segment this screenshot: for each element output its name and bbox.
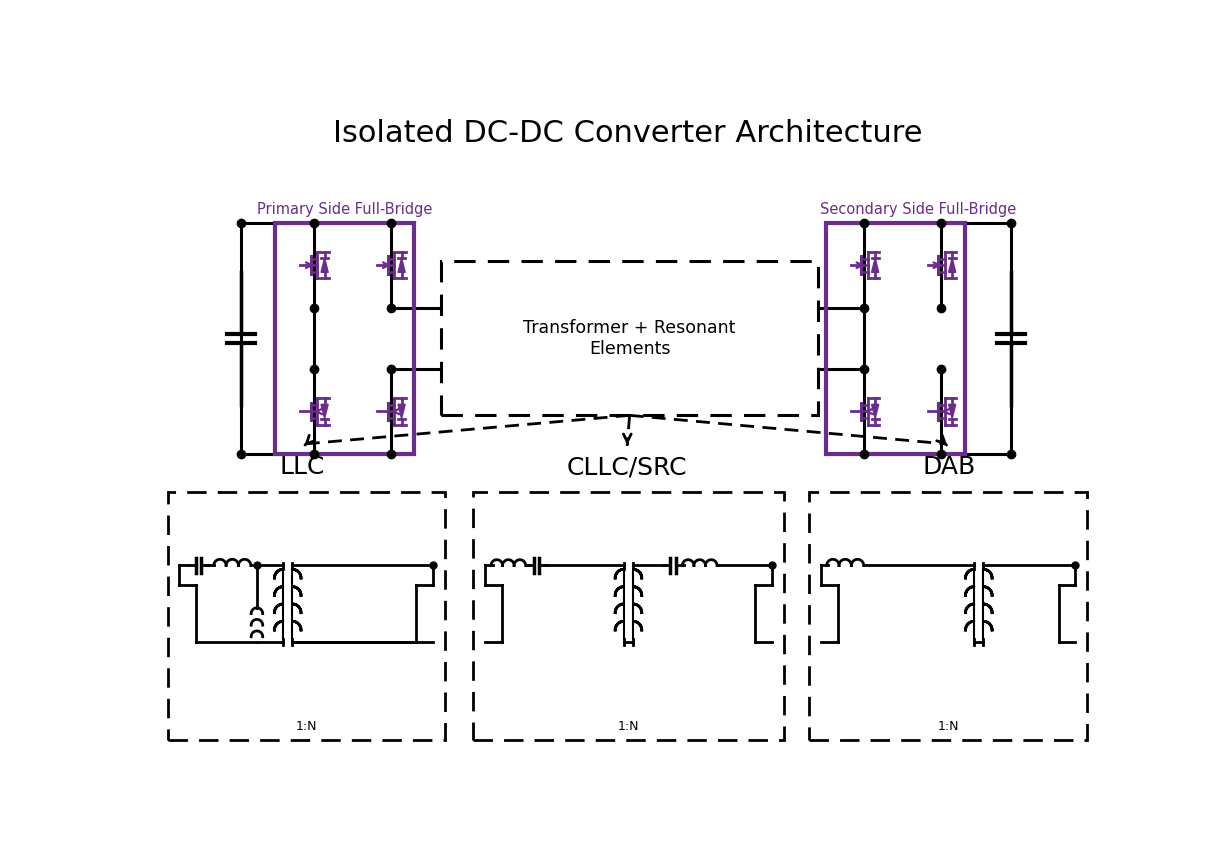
Polygon shape <box>398 258 405 272</box>
Text: 1:N: 1:N <box>938 720 958 733</box>
Polygon shape <box>949 258 956 272</box>
Text: 1:N: 1:N <box>295 720 317 733</box>
Text: Secondary Side Full-Bridge: Secondary Side Full-Bridge <box>820 202 1016 217</box>
Polygon shape <box>321 258 328 272</box>
Bar <box>809 492 1087 740</box>
Bar <box>826 223 965 454</box>
Bar <box>275 223 414 454</box>
Bar <box>474 492 783 740</box>
Text: CLLC/SRC: CLLC/SRC <box>567 455 688 479</box>
Text: 1:N: 1:N <box>618 720 639 733</box>
Polygon shape <box>321 404 328 419</box>
Polygon shape <box>871 258 879 272</box>
Bar <box>168 492 444 740</box>
Text: DAB: DAB <box>923 455 976 479</box>
Bar <box>441 261 819 415</box>
Text: Primary Side Full-Bridge: Primary Side Full-Bridge <box>257 202 432 217</box>
Text: Transformer + Resonant
Elements: Transformer + Resonant Elements <box>524 319 736 358</box>
Polygon shape <box>398 404 405 419</box>
Text: LLC: LLC <box>279 455 326 479</box>
Polygon shape <box>949 404 956 419</box>
Text: Isolated DC-DC Converter Architecture: Isolated DC-DC Converter Architecture <box>333 119 922 148</box>
Polygon shape <box>871 404 879 419</box>
